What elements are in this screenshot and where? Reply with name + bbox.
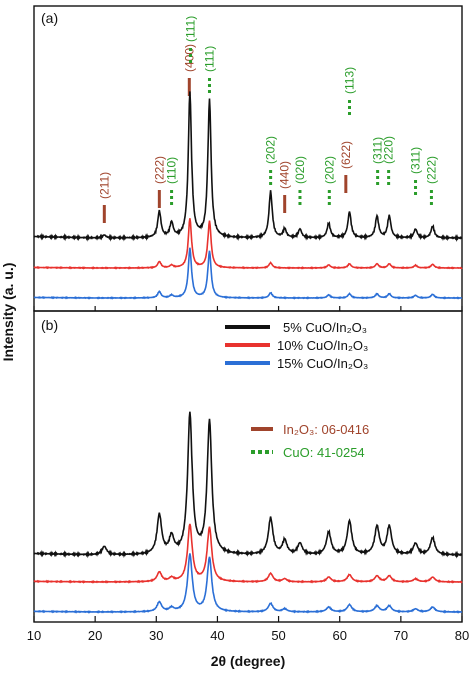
legend: 5% CuO/In₂O₃ 10% CuO/In₂O₃ 15% CuO/In₂O₃… xyxy=(225,320,369,460)
xrd-curves xyxy=(33,91,463,614)
legend-label-5pct: 5% CuO/In₂O₃ xyxy=(283,320,367,335)
legend-label-10pct: 10% CuO/In₂O₃ xyxy=(277,338,368,353)
miller-index-label: (111) xyxy=(184,16,198,42)
legend-label-15pct: 15% CuO/In₂O₃ xyxy=(277,356,368,371)
x-tick-label: 20 xyxy=(88,628,102,643)
panel-b-curve-1 xyxy=(33,523,463,584)
x-tick-label: 10 xyxy=(27,628,41,643)
x-tick-label: 80 xyxy=(455,628,469,643)
y-axis-title: Intensity (a. u.) xyxy=(0,263,16,362)
panel-a-curve-0 xyxy=(33,91,463,243)
miller-index-label: (311) xyxy=(371,137,385,164)
miller-index-label: (220) xyxy=(382,136,396,164)
miller-index-label: (202) xyxy=(322,156,336,184)
panel-a-curve-2 xyxy=(33,247,463,300)
miller-index-label: (440) xyxy=(278,161,292,189)
legend-label-cuo: CuO: 41-0254 xyxy=(283,445,365,460)
miller-index-label: (222) xyxy=(152,156,166,184)
miller-index-label: (202) xyxy=(264,136,278,164)
miller-index-label: (111) xyxy=(202,46,216,72)
miller-index-label: (400) xyxy=(182,44,196,72)
x-axis: 10 20 30 40 50 60 70 80 xyxy=(27,306,469,643)
panel-b-curve-2 xyxy=(33,553,463,614)
x-tick-label: 30 xyxy=(149,628,163,643)
miller-index-label: (211) xyxy=(97,172,111,199)
miller-index-label: (222) xyxy=(424,156,438,184)
panel-b-label: (b) xyxy=(41,317,58,333)
miller-index-label: (622) xyxy=(339,141,353,169)
panel-b-curve-0 xyxy=(33,411,463,559)
reference-marks: (211)(222)(110)(400)(111)(111)(202)(440)… xyxy=(97,16,438,223)
miller-index-label: (110) xyxy=(165,157,179,184)
legend-label-in2o3: In₂O₃: 06-0416 xyxy=(283,422,369,437)
x-tick-label: 70 xyxy=(394,628,408,643)
panel-a-frame xyxy=(33,5,463,312)
x-tick-label: 50 xyxy=(271,628,285,643)
miller-index-label: (113) xyxy=(342,67,356,94)
panel-a-label: (a) xyxy=(41,10,58,26)
miller-index-label: (311) xyxy=(409,147,423,174)
miller-index-label: (020) xyxy=(293,156,307,184)
x-tick-label: 40 xyxy=(210,628,224,643)
panel-b-frame xyxy=(33,310,463,623)
x-tick-label: 60 xyxy=(332,628,346,643)
panel-a-curve-1 xyxy=(33,218,463,270)
x-axis-title: 2θ (degree) xyxy=(211,653,285,669)
